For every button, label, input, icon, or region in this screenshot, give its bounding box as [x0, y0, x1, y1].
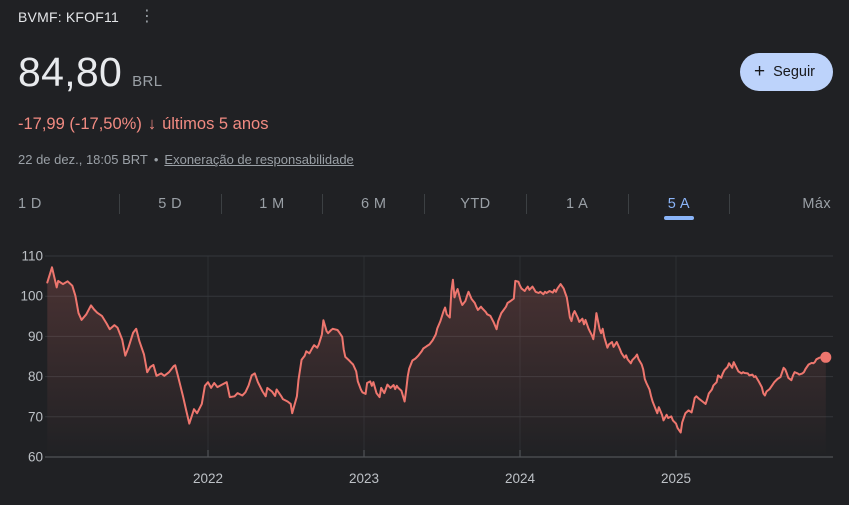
y-axis-label: 110	[21, 249, 43, 264]
price-change: -17,99 (-17,50%)	[18, 115, 142, 133]
tab-label: Máx	[802, 196, 831, 212]
x-axis-label: 2024	[505, 471, 536, 486]
tab-divider	[525, 194, 527, 214]
price-line	[46, 266, 827, 434]
y-axis-label: 80	[28, 369, 43, 384]
kebab-menu-icon[interactable]: ⋮	[138, 8, 155, 25]
tab-divider	[322, 194, 324, 214]
tab-divider	[220, 194, 222, 214]
y-axis-label: 100	[20, 289, 43, 304]
price-area-fill	[47, 267, 826, 457]
x-axis-label: 2022	[193, 471, 223, 486]
tab-5a[interactable]: 5 A	[629, 183, 730, 225]
price-value: 84,80	[18, 49, 123, 95]
tab-máx[interactable]: Máx	[730, 183, 833, 225]
ticker-symbol: BVMF: KFOF11	[18, 9, 119, 25]
x-axis-label: 2025	[661, 471, 691, 486]
tab-label: 1 A	[566, 196, 589, 212]
tab-label: 5 D	[158, 196, 182, 212]
price-currency: BRL	[132, 73, 163, 90]
change-period: últimos 5 anos	[162, 115, 269, 133]
tab-1a[interactable]: 1 A	[527, 183, 628, 225]
price-row: 84,80 BRL	[18, 49, 163, 95]
timerange-tabs: 1 D 5 D 1 M 6 M YTD 1 A 5 A Máx	[0, 183, 849, 225]
y-axis-label: 90	[28, 329, 43, 344]
follow-button-label: Seguir	[773, 64, 815, 80]
tab-label: 5 A	[667, 196, 690, 212]
price-change-row: -17,99 (-17,50%) ↓ últimos 5 anos	[18, 115, 268, 134]
tab-label: 1 M	[259, 196, 285, 212]
tab-5d[interactable]: 5 D	[120, 183, 221, 225]
tab-label: YTD	[460, 196, 491, 212]
quote-meta-row: 22 de dez., 18:05 BRT • Exoneração de re…	[18, 152, 354, 167]
down-arrow-icon: ↓	[147, 115, 157, 133]
x-axis-label: 2023	[349, 471, 379, 486]
bullet-separator: •	[153, 152, 159, 167]
disclaimer-link[interactable]: Exoneração de responsabilidade	[164, 152, 354, 167]
plus-icon: +	[753, 60, 766, 82]
tab-ytd[interactable]: YTD	[425, 183, 526, 225]
y-axis-label: 70	[28, 409, 43, 424]
tab-divider	[424, 194, 425, 214]
ticker-row: BVMF: KFOF11 ⋮	[18, 8, 159, 26]
last-price-dot	[820, 351, 832, 363]
y-axis-label: 60	[28, 450, 43, 465]
quote-datetime: 22 de dez., 18:05 BRT	[18, 152, 148, 167]
tab-label: 1 D	[18, 196, 42, 212]
tab-6m[interactable]: 6 M	[323, 183, 424, 225]
tab-label: 6 M	[360, 196, 387, 212]
tab-divider	[729, 194, 731, 214]
selected-tab-underline	[663, 216, 694, 220]
follow-button[interactable]: + Seguir	[739, 53, 833, 91]
tab-1m[interactable]: 1 M	[222, 183, 323, 225]
tab-divider	[118, 194, 120, 214]
tab-divider	[627, 194, 629, 214]
tab-1d[interactable]: 1 D	[16, 183, 119, 225]
